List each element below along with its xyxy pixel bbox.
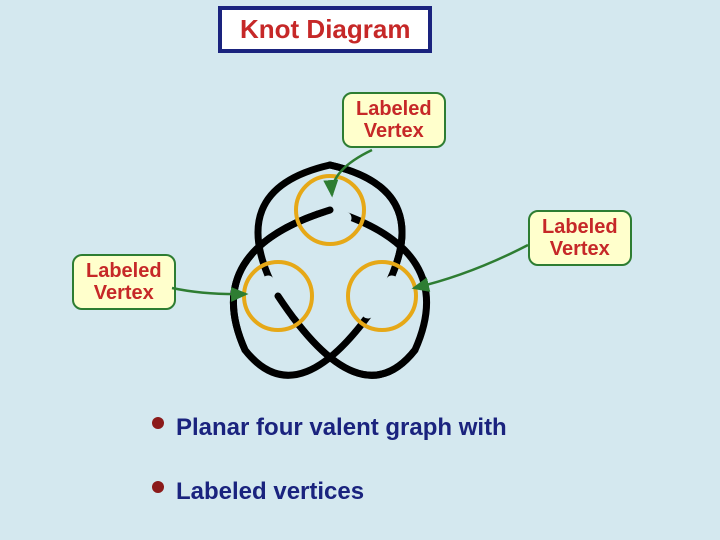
knot-diagram-svg [0, 0, 720, 540]
arrow-right [414, 245, 528, 288]
bullet-text: Planar four valent graph with [176, 414, 507, 442]
bullet-dot-icon [152, 417, 164, 429]
bullet-text: Labeled vertices [176, 478, 364, 506]
bullet-item: Labeled vertices [152, 478, 364, 506]
bullet-dot-icon [152, 481, 164, 493]
trefoil-knot [233, 165, 426, 375]
bullet-item: Planar four valent graph with [152, 414, 507, 442]
